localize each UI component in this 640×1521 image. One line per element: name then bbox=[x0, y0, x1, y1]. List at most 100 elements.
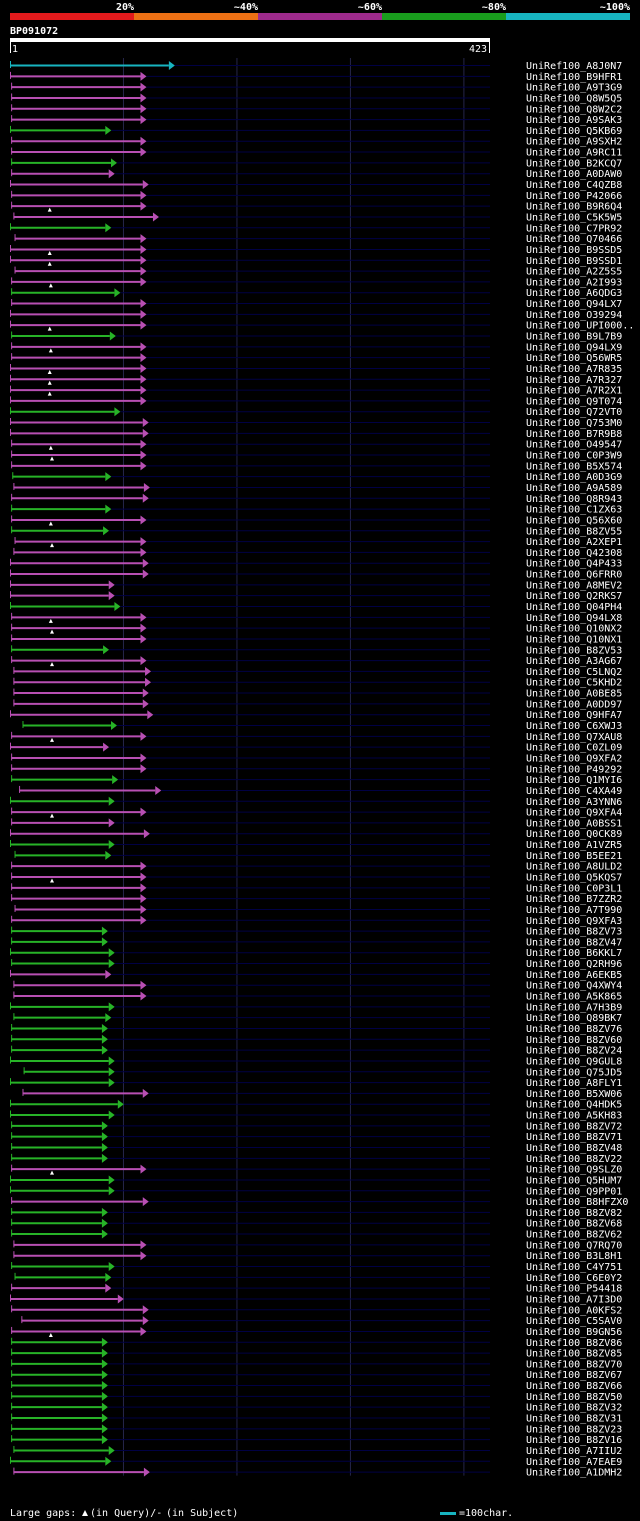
hit-label[interactable]: UniRef100_A6EKB5 bbox=[526, 970, 622, 981]
hit-label[interactable]: UniRef100_Q9GUL8 bbox=[526, 1056, 622, 1067]
hit-row[interactable]: UniRef100_Q5HUM7 bbox=[10, 1175, 622, 1186]
hit-label[interactable]: UniRef100_A0DAW0 bbox=[526, 169, 622, 180]
hit-label[interactable]: UniRef100_A0D3G9 bbox=[526, 472, 622, 483]
hit-label[interactable]: UniRef100_B8ZV66 bbox=[526, 1381, 622, 1392]
hit-label[interactable]: UniRef100_B7ZZR2 bbox=[526, 894, 622, 905]
hit-label[interactable]: UniRef100_B8ZV53 bbox=[526, 645, 622, 656]
hit-row[interactable]: UniRef100_P54418 bbox=[11, 1283, 622, 1295]
hit-row[interactable]: UniRef100_Q9XFA4 bbox=[11, 807, 622, 819]
hit-row[interactable]: UniRef100_Q9HFA7 bbox=[10, 710, 622, 721]
hit-row[interactable]: UniRef100_C4XA49 bbox=[19, 785, 622, 797]
hit-row[interactable]: UniRef100_Q42308 bbox=[13, 547, 622, 559]
hit-label[interactable]: UniRef100_C5SAV0 bbox=[526, 1316, 622, 1327]
hit-row[interactable]: UniRef100_B8ZV73 bbox=[11, 926, 622, 938]
hit-label[interactable]: UniRef100_Q9T074 bbox=[526, 396, 622, 407]
hit-row[interactable]: UniRef100_B8ZV32 bbox=[11, 1402, 622, 1414]
hit-row[interactable]: UniRef100_Q5KB69 bbox=[10, 125, 622, 137]
hit-label[interactable]: UniRef100_Q94LX7 bbox=[526, 299, 622, 310]
hit-label[interactable]: UniRef100_A1VZR5 bbox=[526, 840, 622, 851]
hit-label[interactable]: UniRef100_Q56X60 bbox=[526, 515, 622, 526]
hit-label[interactable]: UniRef100_B6KKL7 bbox=[526, 948, 622, 959]
hit-label[interactable]: UniRef100_A6QDG3 bbox=[526, 288, 622, 299]
hit-label[interactable]: UniRef100_Q8W2C2 bbox=[526, 104, 622, 115]
hit-row[interactable]: UniRef100_Q9GUL8 bbox=[10, 1056, 622, 1067]
hit-label[interactable]: UniRef100_UPI000.. bbox=[526, 321, 634, 332]
hit-label[interactable]: UniRef100_B9SSD1 bbox=[526, 256, 622, 267]
hit-label[interactable]: UniRef100_A0BSS1 bbox=[526, 818, 622, 829]
hit-label[interactable]: UniRef100_C0ZL09 bbox=[526, 743, 622, 754]
hit-label[interactable]: UniRef100_A0BE85 bbox=[526, 689, 622, 700]
hit-row[interactable]: UniRef100_B6KKL7 bbox=[10, 948, 622, 959]
hit-row[interactable]: UniRef100_Q94LX7 bbox=[11, 299, 622, 310]
hit-label[interactable]: UniRef100_B8ZV82 bbox=[526, 1208, 622, 1219]
hit-label[interactable]: UniRef100_Q5HUM7 bbox=[526, 1175, 622, 1186]
hit-row[interactable]: UniRef100_Q56X60 bbox=[11, 515, 622, 526]
hit-label[interactable]: UniRef100_A3AG67 bbox=[526, 656, 622, 667]
hit-row[interactable]: UniRef100_C0P3L1 bbox=[11, 883, 622, 894]
hit-row[interactable]: UniRef100_Q1MYI6 bbox=[11, 775, 622, 786]
hit-row[interactable]: UniRef100_B7ZZR2 bbox=[11, 894, 622, 905]
hit-row[interactable]: UniRef100_Q10NX2 bbox=[11, 623, 622, 635]
hit-row[interactable]: UniRef100_A7IIU2 bbox=[13, 1445, 622, 1457]
hit-row[interactable]: UniRef100_Q10NX1 bbox=[11, 634, 622, 645]
hit-label[interactable]: UniRef100_Q5KQS7 bbox=[526, 873, 622, 884]
hit-label[interactable]: UniRef100_Q0CK89 bbox=[526, 829, 622, 840]
hit-row[interactable]: UniRef100_C5SAV0 bbox=[21, 1316, 622, 1327]
hit-row[interactable]: UniRef100_A9RC11 bbox=[11, 147, 622, 159]
hit-label[interactable]: UniRef100_A2I993 bbox=[526, 277, 622, 288]
hit-label[interactable]: UniRef100_A8ULD2 bbox=[526, 862, 622, 873]
hit-label[interactable]: UniRef100_A7I3D0 bbox=[526, 1294, 622, 1305]
hit-label[interactable]: UniRef100_B8ZV47 bbox=[526, 937, 622, 948]
hit-row[interactable]: UniRef100_B8ZV31 bbox=[11, 1413, 622, 1425]
hit-row[interactable]: UniRef100_A6QDG3 bbox=[11, 288, 622, 299]
hit-label[interactable]: UniRef100_B8ZV24 bbox=[526, 1046, 622, 1057]
hit-label[interactable]: UniRef100_C4QZB8 bbox=[526, 180, 622, 191]
hit-row[interactable]: UniRef100_Q72VT0 bbox=[10, 407, 622, 418]
hit-label[interactable]: UniRef100_O39294 bbox=[526, 310, 622, 321]
hit-label[interactable]: UniRef100_A8J0N7 bbox=[526, 61, 622, 72]
hit-label[interactable]: UniRef100_B8ZV86 bbox=[526, 1338, 622, 1349]
hit-label[interactable]: UniRef100_B8ZV72 bbox=[526, 1121, 622, 1132]
hit-label[interactable]: UniRef100_C7PR92 bbox=[526, 223, 622, 234]
hit-row[interactable]: UniRef100_B9L7B9 bbox=[11, 331, 622, 343]
hit-row[interactable]: UniRef100_Q8R943 bbox=[11, 493, 622, 505]
hit-label[interactable]: UniRef100_A7H3B9 bbox=[526, 1002, 622, 1013]
hit-label[interactable]: UniRef100_A2Z5S5 bbox=[526, 267, 622, 278]
hit-label[interactable]: UniRef100_A7R835 bbox=[526, 364, 622, 375]
hit-row[interactable]: UniRef100_B8ZV24 bbox=[11, 1045, 622, 1057]
hit-row[interactable]: UniRef100_A8FLY1 bbox=[10, 1078, 622, 1089]
hit-label[interactable]: UniRef100_C0P3L1 bbox=[526, 883, 622, 894]
hit-row[interactable]: UniRef100_B5EE21 bbox=[14, 850, 623, 862]
hit-row[interactable]: UniRef100_Q0CK89 bbox=[10, 829, 622, 840]
hit-label[interactable]: UniRef100_B9L7B9 bbox=[526, 332, 622, 343]
hit-row[interactable]: UniRef100_C5LNQ2 bbox=[13, 666, 622, 678]
hit-row[interactable]: UniRef100_A3AG67 bbox=[11, 656, 622, 667]
hit-row[interactable]: UniRef100_Q04PH4 bbox=[10, 602, 622, 613]
hit-label[interactable]: UniRef100_A9T3G9 bbox=[526, 83, 622, 94]
hit-label[interactable]: UniRef100_Q94LX8 bbox=[526, 613, 622, 624]
hit-row[interactable]: UniRef100_A1DMH2 bbox=[13, 1467, 622, 1479]
hit-row[interactable]: UniRef100_Q5KQS7 bbox=[11, 872, 622, 884]
hit-label[interactable]: UniRef100_C6E0Y2 bbox=[526, 1273, 622, 1284]
hit-row[interactable]: UniRef100_Q9PP01 bbox=[10, 1186, 622, 1197]
hit-label[interactable]: UniRef100_Q4P433 bbox=[526, 559, 622, 570]
hit-row[interactable]: UniRef100_A1VZR5 bbox=[10, 840, 622, 851]
hit-label[interactable]: UniRef100_A5K865 bbox=[526, 992, 622, 1003]
hit-label[interactable]: UniRef100_A3YNN6 bbox=[526, 797, 622, 808]
hit-row[interactable]: UniRef100_B5X574 bbox=[11, 461, 622, 472]
hit-label[interactable]: UniRef100_A8FLY1 bbox=[526, 1078, 622, 1089]
hit-label[interactable]: UniRef100_Q89BK7 bbox=[526, 1013, 622, 1024]
hit-row[interactable]: UniRef100_Q2RKS7 bbox=[10, 591, 622, 602]
hit-row[interactable]: UniRef100_O49547 bbox=[11, 439, 622, 451]
hit-row[interactable]: UniRef100_A8ULD2 bbox=[11, 861, 622, 873]
hit-row[interactable]: UniRef100_Q89BK7 bbox=[13, 1013, 622, 1024]
hit-label[interactable]: UniRef100_B8ZV67 bbox=[526, 1370, 622, 1381]
hit-label[interactable]: UniRef100_Q10NX2 bbox=[526, 624, 622, 635]
hit-label[interactable]: UniRef100_B2KCQ7 bbox=[526, 158, 622, 169]
hit-row[interactable]: UniRef100_Q9SLZ0 bbox=[11, 1164, 622, 1176]
hit-row[interactable]: UniRef100_A7T990 bbox=[14, 904, 623, 916]
hit-row[interactable]: UniRef100_C7PR92 bbox=[10, 223, 622, 234]
hit-row[interactable]: UniRef100_B8ZV50 bbox=[11, 1391, 622, 1403]
hit-label[interactable]: UniRef100_Q75JD5 bbox=[526, 1067, 622, 1078]
hit-row[interactable]: UniRef100_B9GN56 bbox=[11, 1326, 622, 1338]
